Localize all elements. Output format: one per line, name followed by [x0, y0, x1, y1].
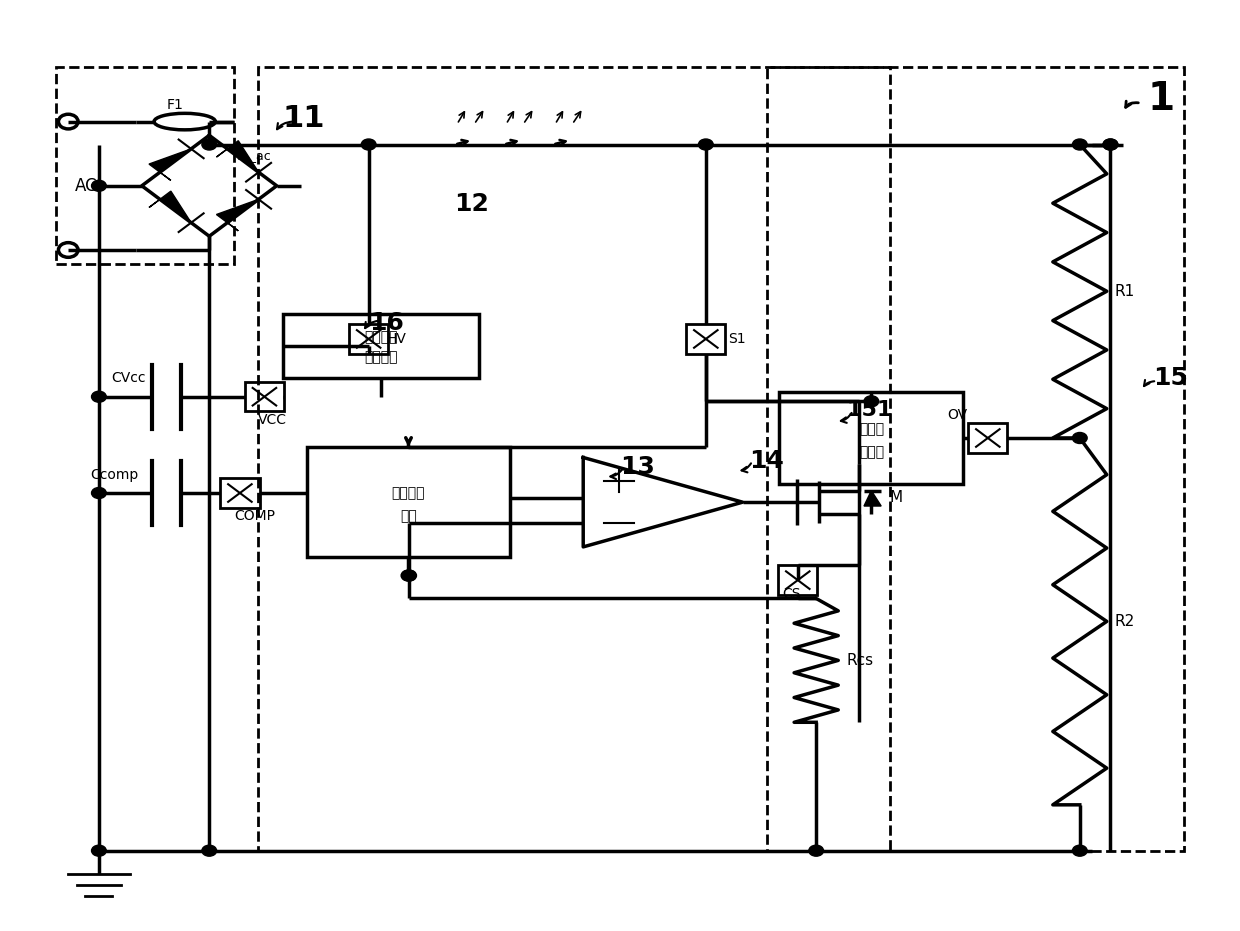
Text: F1: F1	[166, 98, 184, 112]
Circle shape	[202, 139, 217, 150]
Bar	[348, 324, 388, 354]
Text: 电流控制: 电流控制	[392, 486, 425, 500]
Text: S1: S1	[728, 332, 745, 346]
Polygon shape	[149, 149, 191, 181]
Bar	[283, 314, 479, 378]
Text: 1: 1	[1147, 80, 1174, 117]
Text: Rcs: Rcs	[847, 653, 874, 668]
Text: AC: AC	[74, 177, 97, 195]
Text: HV: HV	[387, 332, 407, 346]
Circle shape	[361, 139, 376, 150]
Text: 测单元: 测单元	[859, 445, 884, 459]
Circle shape	[401, 570, 415, 581]
Bar	[244, 382, 284, 412]
Polygon shape	[217, 199, 259, 231]
Circle shape	[808, 845, 823, 857]
Circle shape	[92, 488, 107, 498]
Circle shape	[698, 139, 713, 150]
Text: CS: CS	[782, 587, 801, 600]
Text: Ccomp: Ccomp	[91, 467, 139, 481]
Text: 过压检: 过压检	[859, 422, 884, 436]
Text: 14: 14	[749, 449, 784, 473]
Text: Vᴵₙ_ac: Vᴵₙ_ac	[236, 149, 272, 162]
Text: VCC: VCC	[258, 412, 288, 426]
Text: OV: OV	[947, 408, 967, 422]
Text: 产生电路: 产生电路	[365, 350, 398, 364]
Circle shape	[864, 396, 879, 407]
Circle shape	[92, 391, 107, 402]
Circle shape	[92, 181, 107, 191]
Text: 模块: 模块	[401, 509, 417, 523]
Bar	[308, 447, 510, 558]
Circle shape	[202, 845, 217, 857]
Bar	[780, 392, 963, 484]
Bar	[768, 66, 1184, 851]
Text: M: M	[890, 490, 903, 506]
Circle shape	[1073, 139, 1087, 150]
Text: 151: 151	[847, 400, 893, 421]
Text: 15: 15	[1153, 367, 1188, 390]
Bar	[686, 324, 725, 354]
Circle shape	[1073, 845, 1087, 857]
Text: R1: R1	[1114, 284, 1135, 299]
Text: 13: 13	[620, 455, 655, 479]
Text: R2: R2	[1114, 614, 1135, 629]
Polygon shape	[864, 491, 882, 506]
Polygon shape	[217, 141, 259, 172]
Bar	[221, 479, 259, 507]
Circle shape	[1104, 139, 1117, 150]
Text: 12: 12	[455, 192, 490, 216]
Circle shape	[1104, 139, 1117, 150]
Polygon shape	[149, 191, 191, 223]
Bar	[56, 66, 234, 263]
Circle shape	[92, 845, 107, 857]
Circle shape	[402, 570, 417, 581]
Text: 11: 11	[283, 104, 325, 133]
Text: 工作电压: 工作电压	[365, 331, 398, 344]
Text: 16: 16	[368, 311, 403, 335]
Text: COMP: COMP	[234, 509, 275, 523]
Bar	[258, 66, 890, 851]
Circle shape	[1073, 433, 1087, 443]
Text: CVcc: CVcc	[112, 371, 145, 385]
Bar	[779, 565, 817, 595]
Bar	[968, 424, 1007, 452]
